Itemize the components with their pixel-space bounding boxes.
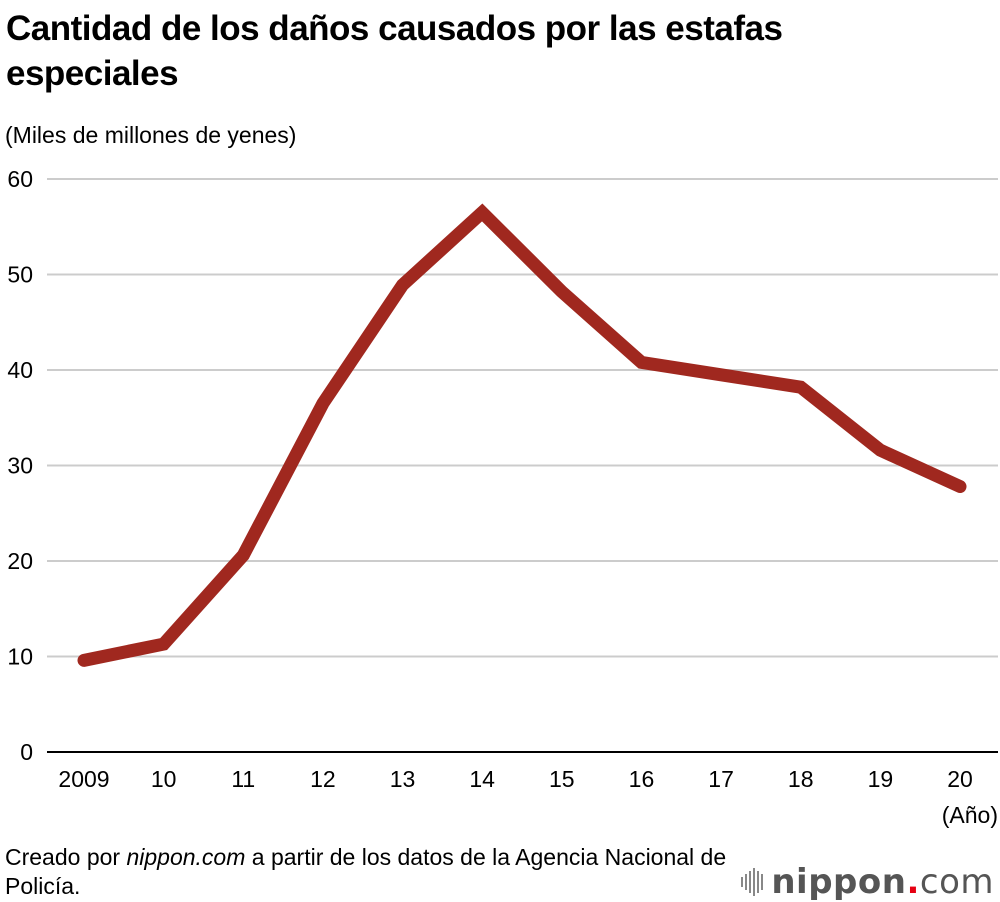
chart-title: Cantidad de los daños causados por las e… (6, 9, 783, 93)
source-note: Creado por nippon.com a partir de los da… (5, 843, 745, 901)
x-tick-label-17: 17 (708, 766, 734, 792)
logo-dot: . (906, 862, 920, 902)
y-tick-label-30: 30 (7, 453, 33, 479)
x-tick-label-16: 16 (629, 766, 655, 792)
series-line-0 (77, 203, 967, 667)
y-axis-label: (Miles de millones de yenes) (5, 122, 297, 148)
y-tick-label-50: 50 (7, 262, 33, 288)
data-series (77, 203, 967, 667)
logo-tld: com (919, 862, 994, 902)
x-tick-label-20: 20 (947, 766, 973, 792)
x-tick-label-13: 13 (390, 766, 416, 792)
sound-bars-icon (741, 868, 764, 896)
source-prefix: Creado por (5, 844, 127, 870)
x-tick-label-11: 11 (231, 766, 255, 792)
y-tick-label-0: 0 (20, 739, 33, 765)
source-site: nippon.com (126, 844, 246, 870)
y-tick-label-60: 60 (7, 166, 33, 192)
x-tick-label-15: 15 (549, 766, 575, 792)
x-tick-label-2009: 2009 (58, 766, 109, 792)
x-tick-label-14: 14 (469, 766, 495, 792)
x-tick-label-18: 18 (788, 766, 814, 792)
y-tick-label-40: 40 (7, 357, 33, 383)
x-tick-label-19: 19 (868, 766, 894, 792)
nippon-logo: nippon. com (741, 862, 994, 902)
x-axis-unit-label: (Año) (941, 802, 998, 828)
x-tick-label-12: 12 (310, 766, 336, 792)
y-tick-label-20: 20 (7, 548, 33, 574)
x-tick-label-10: 10 (151, 766, 177, 792)
logo-name: nippon (771, 862, 907, 902)
gridlines (47, 178, 998, 658)
y-tick-labels: 0 10 20 30 40 50 60 (7, 166, 33, 765)
y-tick-label-10: 10 (7, 644, 33, 670)
source-suffix: a partir de los datos de la Agencia Naci… (5, 844, 727, 899)
x-tick-labels: 2009 10 11 12 13 14 15 16 17 18 19 20 (58, 766, 972, 792)
